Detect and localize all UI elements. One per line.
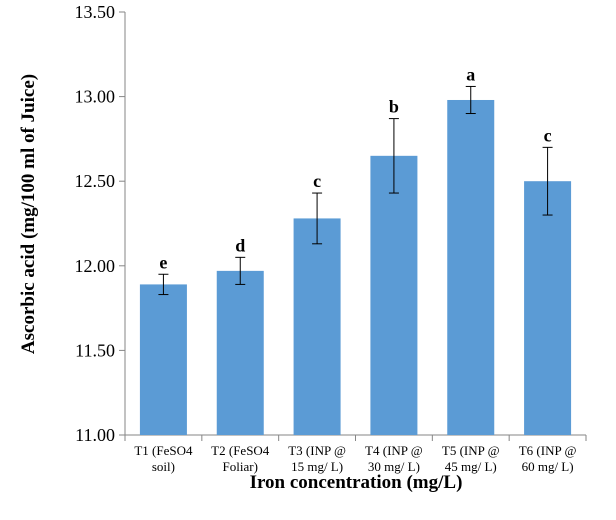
y-tick-label: 11.00 <box>75 425 115 445</box>
bar-1 <box>139 284 187 435</box>
x-category-label: 15 mg/ L) <box>291 459 343 474</box>
x-category-label: T4 (INP @ <box>365 443 423 458</box>
y-axis-title: Ascorbic acid (mg/100 ml of Juice) <box>18 74 39 354</box>
x-category-label: T2 (FeSO4 <box>211 443 270 458</box>
bar-2 <box>216 270 264 435</box>
x-category-label: 60 mg/ L) <box>522 459 574 474</box>
x-category-label: Foliar) <box>223 459 258 474</box>
plot-area: 11.00 11.50 12.00 12.50 13.00 13.50 e T1 (FeSO4… <box>75 2 587 474</box>
significance-letter: a <box>466 64 475 84</box>
bar-3 <box>293 218 341 435</box>
y-tick-label: 11.50 <box>75 340 115 360</box>
x-category-label: T3 (INP @ <box>288 443 346 458</box>
x-category-label: soil) <box>152 459 175 474</box>
bar-6 <box>524 181 572 435</box>
y-tick-label: 12.50 <box>75 171 116 191</box>
significance-letter: e <box>159 252 167 272</box>
significance-letter: d <box>235 235 245 255</box>
significance-letter: c <box>313 171 321 191</box>
x-category-label: 30 mg/ L) <box>368 459 420 474</box>
x-category-label: T5 (INP @ <box>442 443 500 458</box>
x-category-label: T1 (FeSO4 <box>134 443 193 458</box>
y-tick-label: 13.50 <box>75 2 116 22</box>
significance-letter: c <box>544 125 552 145</box>
bar-4 <box>370 155 418 435</box>
y-tick-label: 13.00 <box>75 87 116 107</box>
y-tick-label: 12.00 <box>75 256 116 276</box>
x-category-label: 45 mg/ L) <box>445 459 497 474</box>
x-category-label: T6 (INP @ <box>519 443 577 458</box>
significance-letter: b <box>389 97 399 117</box>
bar-5 <box>447 99 495 435</box>
x-axis-title: Iron concentration (mg/L) <box>250 472 463 493</box>
